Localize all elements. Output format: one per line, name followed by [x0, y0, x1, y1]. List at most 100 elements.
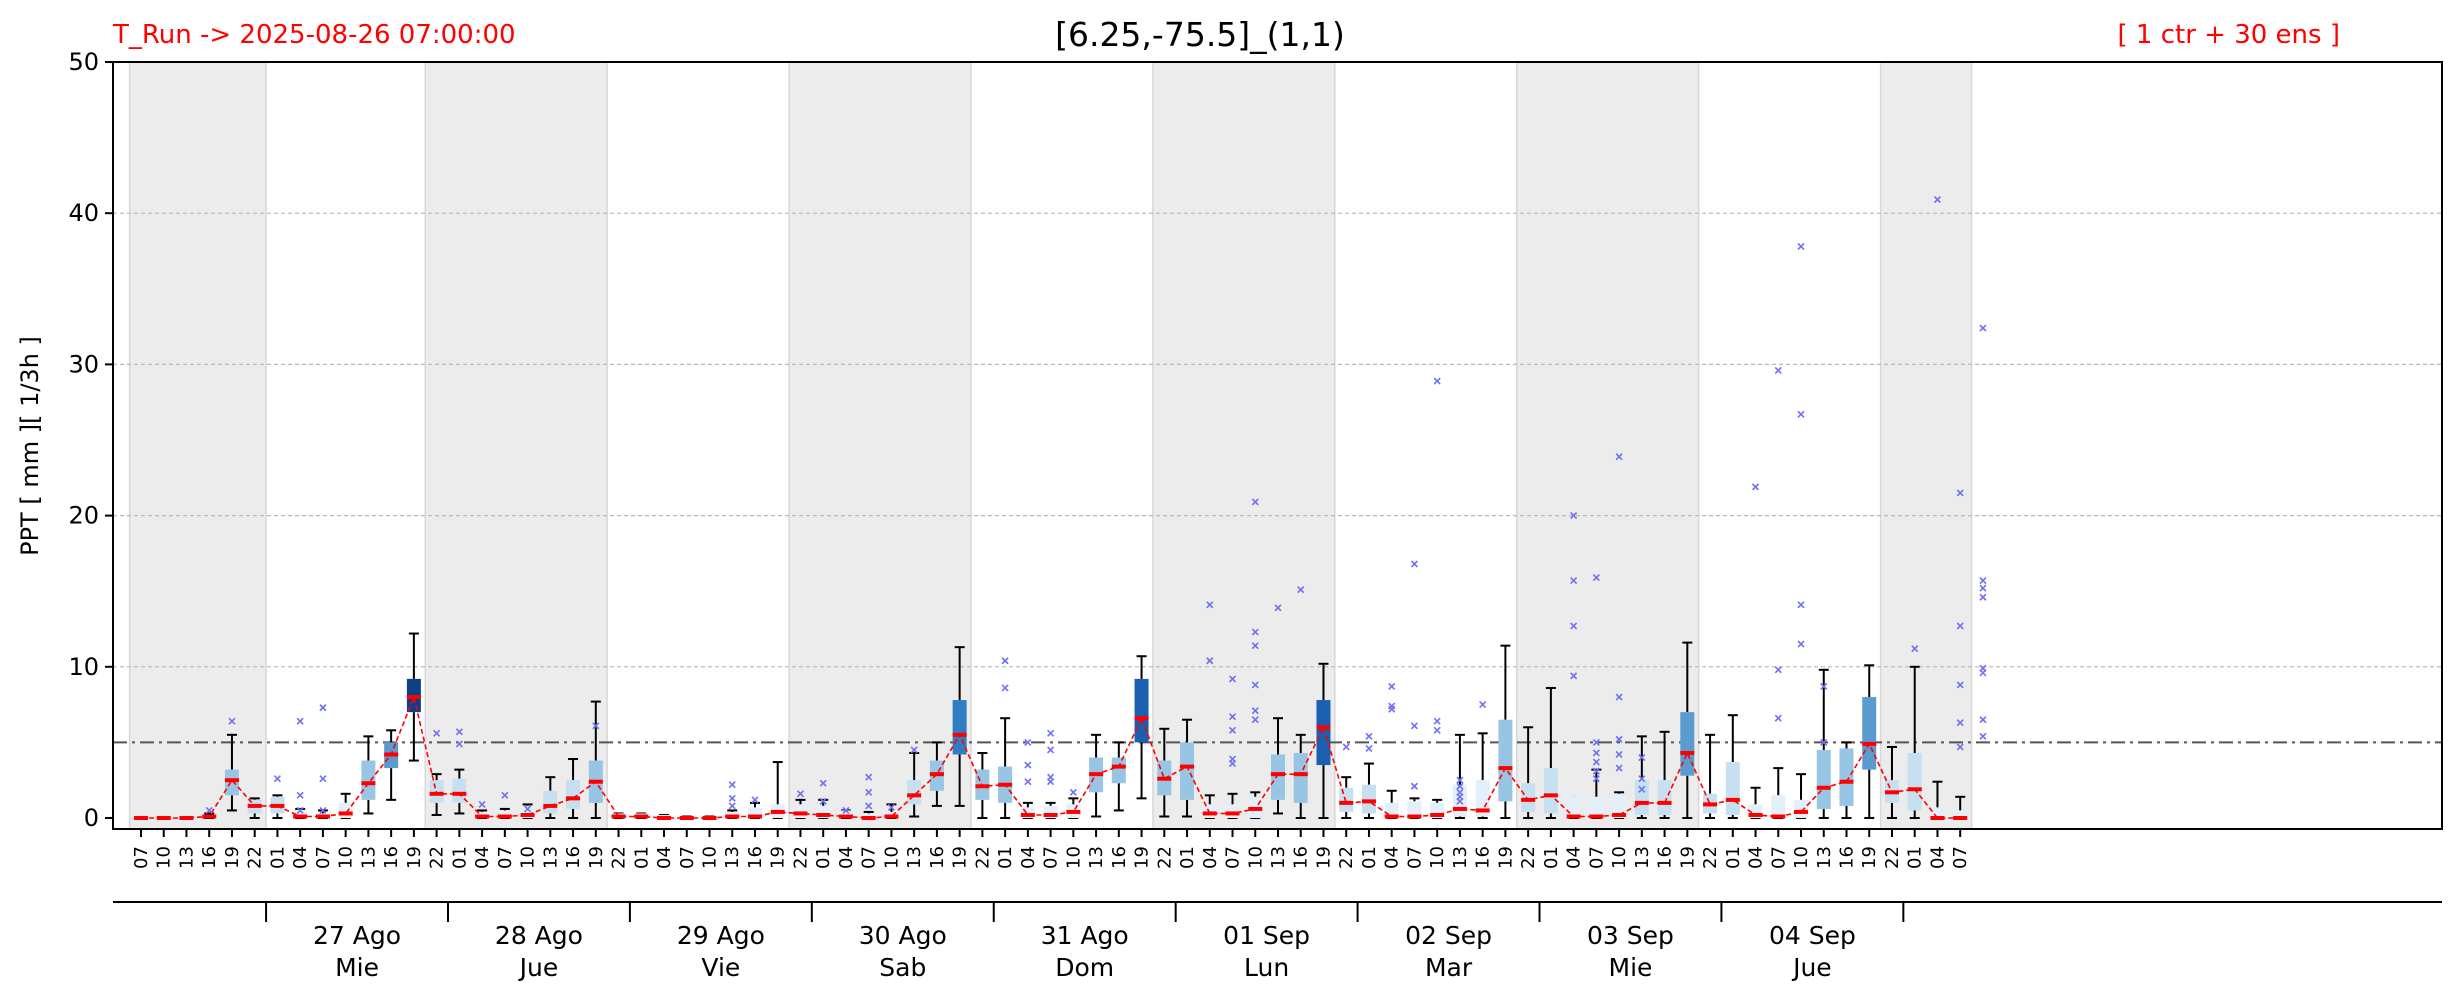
outlier-point — [1297, 586, 1305, 594]
x-tick-label: 04 — [654, 846, 675, 869]
x-tick-label: 22 — [1336, 846, 1357, 869]
x-tick-label: 16 — [927, 846, 948, 869]
night-shading-layer — [128, 62, 1973, 829]
outlier-point — [1956, 719, 1964, 727]
box-iqr — [1498, 719, 1513, 802]
outlier-point — [1956, 743, 1964, 751]
outlier-point — [1433, 726, 1441, 734]
outlier-point — [1228, 726, 1237, 734]
outlier-point — [205, 806, 213, 815]
outlier-point — [1570, 672, 1578, 680]
x-tick-label: 10 — [700, 846, 721, 869]
outlier-point — [1251, 498, 1259, 506]
x-tick-label: 13 — [904, 846, 925, 869]
x-tick-label: 07 — [1586, 846, 1607, 869]
outlier-point — [1615, 764, 1623, 772]
outlier-point — [1570, 622, 1578, 630]
outlier-point — [910, 746, 918, 754]
box-iqr — [793, 804, 808, 818]
outlier-point — [1979, 593, 1987, 601]
x-tick-label: 19 — [1859, 846, 1880, 869]
outlier-point — [1797, 601, 1805, 609]
outlier-point — [1456, 776, 1464, 784]
box-iqr — [566, 780, 581, 809]
outlier-point — [1592, 767, 1600, 775]
x-tick-label: 01 — [995, 846, 1016, 869]
x-tick-label: 07 — [1404, 846, 1425, 869]
box-iqr — [1339, 787, 1354, 812]
x-tick-label: 19 — [1495, 846, 1516, 869]
x-tick-label: 01 — [449, 846, 470, 869]
outlier-point — [796, 790, 805, 798]
outlier-point — [887, 803, 895, 811]
x-tick-label: 10 — [336, 846, 357, 869]
x-tick-label: 04 — [1927, 846, 1948, 869]
x-tick-label: 13 — [358, 846, 379, 869]
x-tick-label: 16 — [381, 846, 402, 869]
outlier-point — [1479, 701, 1487, 709]
outlier-point — [728, 794, 736, 802]
outlier-point — [1024, 761, 1032, 769]
x-tick-label: 22 — [790, 846, 811, 869]
y-tick-label: 10 — [68, 653, 99, 681]
box-iqr — [224, 769, 239, 796]
weekday-label: Lun — [1244, 953, 1289, 982]
outliers-layer — [205, 196, 1987, 815]
box-iqr — [1771, 795, 1786, 818]
box-iqr — [1271, 754, 1285, 800]
box-iqr — [1907, 752, 1922, 811]
x-tick-label: 13 — [1814, 846, 1835, 869]
outlier-point — [1251, 707, 1259, 715]
x-tick-label: 07 — [1223, 846, 1244, 869]
x-tick-label: 10 — [1609, 846, 1630, 869]
weekday-label: Jue — [518, 953, 559, 982]
x-tick-label: 13 — [540, 846, 561, 869]
outlier-point — [1774, 714, 1782, 722]
box-iqr — [838, 810, 853, 818]
x-tick-label: 01 — [1541, 846, 1562, 869]
outlier-point — [433, 729, 441, 737]
x-tick-label: 01 — [1723, 846, 1744, 869]
outlier-point — [819, 779, 827, 787]
outlier-point — [1956, 681, 1964, 689]
box-iqr — [952, 700, 967, 755]
weekday-label: Jue — [1791, 953, 1832, 982]
x-tick-label: 04 — [1200, 846, 1221, 869]
box-iqr — [1180, 742, 1195, 800]
outlier-point — [1570, 512, 1578, 520]
outlier-point — [1047, 778, 1055, 786]
weekday-label: Mie — [1609, 953, 1653, 982]
weekday-label: Mie — [335, 953, 379, 982]
x-tick-label: 16 — [1291, 846, 1312, 869]
x-tick-label: 19 — [404, 846, 425, 869]
x-tick-label: 04 — [836, 846, 857, 869]
outlier-point — [1274, 604, 1282, 612]
x-tick-label: 13 — [1086, 846, 1107, 869]
box-iqr — [1862, 697, 1877, 770]
date-label: 30 Ago — [859, 921, 947, 950]
outlier-point — [501, 791, 509, 799]
outlier-point — [1979, 584, 1987, 592]
box-iqr — [1543, 768, 1558, 814]
x-tick-label: 01 — [1177, 846, 1198, 869]
outlier-point — [1001, 684, 1009, 692]
box-iqr — [1020, 807, 1035, 818]
outlier-point — [1911, 645, 1919, 653]
x-tick-label: 10 — [154, 846, 175, 869]
outlier-point — [1251, 716, 1259, 724]
outlier-point — [1228, 760, 1237, 768]
x-tick-label: 04 — [1746, 846, 1767, 869]
box-iqr — [1657, 780, 1672, 815]
date-label: 29 Ago — [677, 921, 765, 950]
x-tick-label: 22 — [1700, 846, 1721, 869]
outlier-point — [1069, 788, 1077, 796]
x-tick-label: 10 — [1791, 846, 1812, 869]
x-tick-label: 01 — [1905, 846, 1926, 869]
box-iqr — [293, 810, 308, 818]
outlier-point — [865, 788, 873, 796]
box-iqr — [1930, 807, 1945, 818]
outlier-point — [455, 740, 463, 748]
x-tick-label: 07 — [859, 846, 880, 869]
